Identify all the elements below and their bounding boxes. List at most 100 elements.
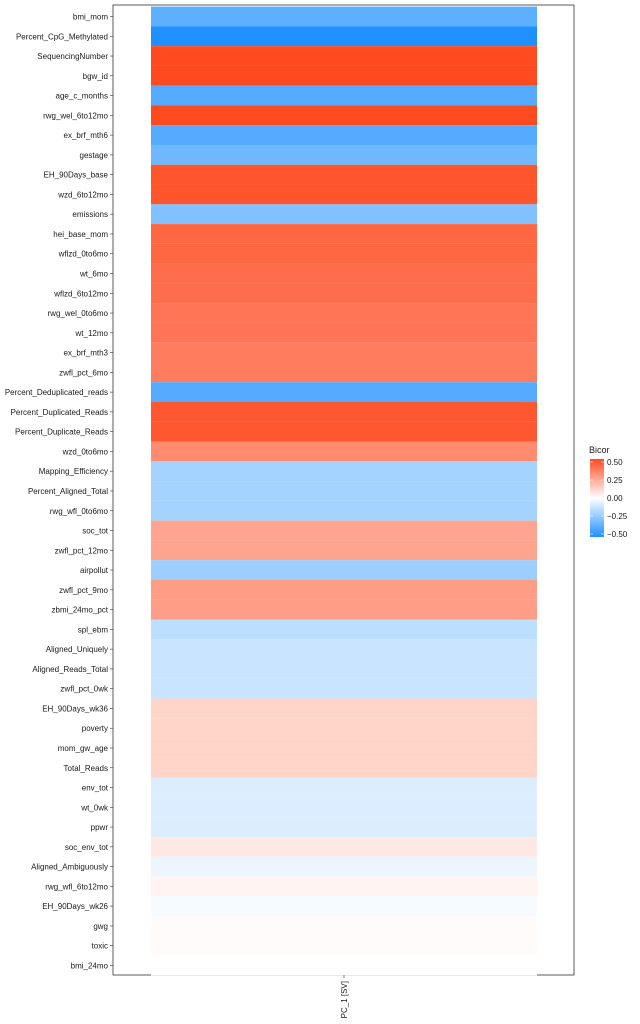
heatmap-cell xyxy=(151,164,537,185)
y-tick-label: mom_gw_age xyxy=(58,744,109,753)
y-tick-label: zbmi_24mo_pct xyxy=(52,606,109,615)
heatmap-cell xyxy=(151,105,537,126)
heatmap-cell xyxy=(151,303,537,323)
y-tick-label: Percent_CpG_Methylated xyxy=(16,32,108,41)
y-tick-label: poverty xyxy=(82,724,108,733)
heatmap-cell xyxy=(151,520,537,541)
heatmap-cell xyxy=(151,560,537,580)
heatmap-cell xyxy=(151,243,537,264)
y-tick-label: Percent_Aligned_Total xyxy=(28,487,108,496)
heatmap-cell xyxy=(151,916,537,936)
y-axis-ticks: bmi_mom Percent_CpG_Methylated SequencingN… xyxy=(5,13,113,970)
heatmap-cell xyxy=(151,441,537,462)
heatmap-cell xyxy=(151,263,537,284)
heatmap-cell xyxy=(151,896,537,917)
heatmap-cell xyxy=(151,599,537,620)
y-tick-label: SequencingNumber xyxy=(37,52,108,61)
heatmap-cell xyxy=(151,144,537,165)
y-tick-label: gwg xyxy=(93,922,108,931)
y-tick-label: emissions xyxy=(72,210,108,219)
heatmap-cell xyxy=(151,283,537,304)
heatmap-cell xyxy=(151,6,537,27)
legend-colorbar xyxy=(590,459,604,537)
heatmap-cell xyxy=(151,402,537,422)
heatmap-cell xyxy=(151,382,537,403)
heatmap-cell xyxy=(151,461,537,482)
legend-tick-label: 0.00 xyxy=(607,494,623,503)
heatmap-cell xyxy=(151,738,537,758)
y-tick-label: wzd_6to12mo xyxy=(57,190,108,199)
y-tick-label: airpollut xyxy=(80,566,109,575)
y-tick-label: wt_0wk xyxy=(80,803,109,812)
x-tick-label: PC_1 [SV] xyxy=(340,981,349,1018)
y-tick-label: rwg_wel_0to6mo xyxy=(48,309,109,318)
y-tick-label: wzd_0to6mo xyxy=(62,447,109,456)
y-tick-label: wt_6mo xyxy=(79,270,109,279)
heatmap-cell xyxy=(151,322,537,343)
legend-title: Bicor xyxy=(589,445,610,455)
heatmap-cell xyxy=(151,955,537,976)
heatmap-cell xyxy=(151,500,537,521)
y-tick-label: zwfl_pct_9mo xyxy=(59,586,108,595)
legend-tick-label: −0.50 xyxy=(607,530,628,539)
y-tick-label: bmi_24mo xyxy=(71,961,109,970)
heatmap-cell xyxy=(151,184,537,205)
y-tick-label: EH_90Days_wk36 xyxy=(42,704,108,713)
y-tick-label: age_c_months xyxy=(56,92,108,101)
heatmap-cell xyxy=(151,659,537,679)
heatmap-cell xyxy=(151,481,537,501)
heatmap-cell xyxy=(151,342,537,363)
y-tick-label: bmi_mom xyxy=(73,13,108,22)
legend-tick-label: −0.25 xyxy=(607,512,628,521)
y-tick-label: wt_12mo xyxy=(75,329,109,338)
heatmap-cell xyxy=(151,876,537,897)
y-tick-label: Percent_Duplicate_Reads xyxy=(15,428,108,437)
heatmap-cell xyxy=(151,797,537,818)
heatmap-cell xyxy=(151,540,537,561)
y-tick-label: gestage xyxy=(80,151,109,160)
heatmap-cell xyxy=(151,362,537,383)
heatmap-cell xyxy=(151,421,537,442)
legend: Bicor 0.50 0.25 0.00 −0.25 −0.50 xyxy=(589,445,628,539)
y-tick-label: EH_90Days_base xyxy=(44,171,109,180)
y-tick-label: rwg_wel_6to12mo xyxy=(43,111,108,120)
heatmap-cell xyxy=(151,204,537,225)
y-tick-label: soc_env_tot xyxy=(65,843,109,852)
heatmap-cell xyxy=(151,579,537,600)
heatmap-cell xyxy=(151,856,537,877)
x-axis-ticks: PC_1 [SV] xyxy=(340,975,349,1018)
y-tick-label: Aligned_Uniquely xyxy=(46,645,108,654)
heatmap-cells xyxy=(151,6,537,976)
heatmap-cell xyxy=(151,639,537,660)
y-tick-label: soc_tot xyxy=(82,527,109,536)
y-tick-label: env_tot xyxy=(82,784,109,793)
y-tick-label: zwfl_pct_12mo xyxy=(55,546,109,555)
heatmap-cell xyxy=(151,757,537,778)
y-tick-label: Aligned_Ambiguously xyxy=(31,863,108,872)
heatmap-cell xyxy=(151,777,537,798)
heatmap-cell xyxy=(151,125,537,146)
y-tick-label: Percent_Duplicated_Reads xyxy=(11,408,108,417)
heatmap-cell xyxy=(151,678,537,699)
heatmap-cell xyxy=(151,718,537,739)
y-tick-label: Aligned_Reads_Total xyxy=(32,665,108,674)
heatmap-cell xyxy=(151,85,537,106)
heatmap-cell xyxy=(151,26,537,47)
y-tick-label: ex_brf_mth6 xyxy=(64,131,109,140)
heatmap-cell xyxy=(151,817,537,837)
heatmap-cell xyxy=(151,65,537,86)
heatmap-cell xyxy=(151,836,537,857)
y-tick-label: wflzd_0to6mo xyxy=(58,250,109,259)
y-tick-label: wflzd_6to12mo xyxy=(53,289,108,298)
y-tick-label: spl_ebm xyxy=(78,625,109,634)
y-tick-label: zwfl_pct_6mo xyxy=(59,368,108,377)
y-tick-label: EH_90Days_wk26 xyxy=(42,902,108,911)
y-tick-label: bgw_id xyxy=(83,72,108,81)
heatmap-cell xyxy=(151,619,537,640)
y-tick-label: toxic xyxy=(92,942,108,951)
y-tick-label: zwfl_pct_0wk xyxy=(60,685,109,694)
heatmap-cell xyxy=(151,698,537,719)
legend-tick-label: 0.50 xyxy=(607,458,623,467)
heatmap-cell xyxy=(151,935,537,956)
